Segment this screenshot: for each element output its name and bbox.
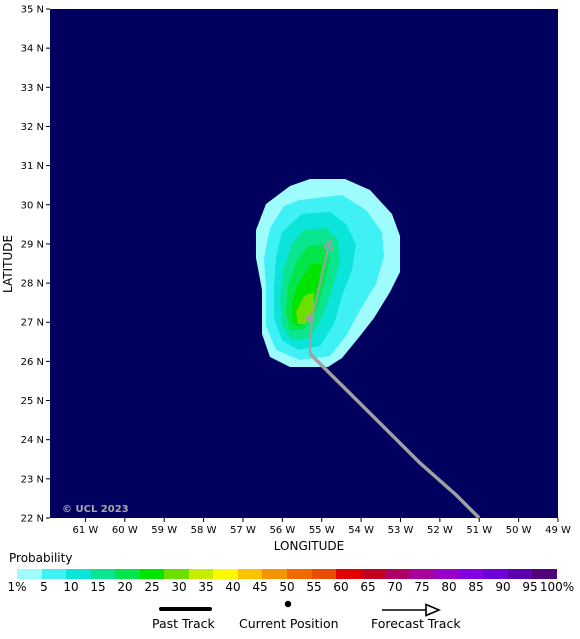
colorbar-label: 5 bbox=[40, 580, 48, 594]
colorbar-label: 75 bbox=[414, 580, 430, 594]
colorbar-segment bbox=[41, 569, 67, 579]
lon-tick-label: 59 W bbox=[151, 525, 177, 536]
colorbar-segment bbox=[532, 569, 558, 579]
colorbar-segment bbox=[287, 569, 312, 579]
lat-tick-label: 35 N bbox=[21, 5, 44, 16]
probability-colorbar bbox=[17, 569, 558, 579]
lat-tick-label: 24 N bbox=[21, 435, 44, 446]
lon-tick-label: 58 W bbox=[191, 525, 217, 536]
current-position-label: Current Position bbox=[239, 616, 339, 631]
colorbar-segment bbox=[17, 569, 42, 579]
colorbar-label: 25 bbox=[144, 580, 160, 594]
colorbar-segment bbox=[336, 569, 361, 579]
lat-tick-label: 29 N bbox=[21, 239, 44, 250]
lat-tick-label: 34 N bbox=[21, 44, 44, 55]
colorbar-segment bbox=[458, 569, 484, 579]
colorbar-label: 40 bbox=[225, 580, 241, 594]
legend-title: Probability bbox=[9, 551, 73, 565]
colorbar-segment bbox=[434, 569, 459, 579]
lon-tick-label: 51 W bbox=[466, 525, 492, 536]
colorbar-label: 95 bbox=[522, 580, 538, 594]
lon-tick-label: 53 W bbox=[388, 525, 414, 536]
colorbar-segment bbox=[311, 569, 337, 579]
lon-tick-label: 50 W bbox=[506, 525, 532, 536]
lat-tick-label: 26 N bbox=[21, 357, 44, 368]
colorbar-segment bbox=[507, 569, 533, 579]
colorbar-label: 70 bbox=[387, 580, 403, 594]
lat-tick-label: 30 N bbox=[21, 200, 44, 211]
colorbar-label: 1% bbox=[7, 580, 27, 594]
x-axis-title: LONGITUDE bbox=[274, 539, 344, 553]
lat-tick-label: 22 N bbox=[21, 514, 44, 525]
colorbar-segment bbox=[360, 569, 386, 579]
longitude-ticks: 61 W 60 W 59 W 58 W 57 W 56 W 55 W 54 W 53 W 52 W… bbox=[73, 518, 571, 536]
lon-tick-label: 55 W bbox=[309, 525, 335, 536]
colorbar-segment bbox=[483, 569, 508, 579]
y-axis-title: LATITUDE bbox=[1, 235, 15, 293]
colorbar-label: 90 bbox=[495, 580, 511, 594]
colorbar-segment bbox=[139, 569, 165, 579]
colorbar-label: 55 bbox=[306, 580, 322, 594]
colorbar-label: 10 bbox=[63, 580, 79, 594]
colorbar-label: 65 bbox=[360, 580, 376, 594]
lat-tick-label: 31 N bbox=[21, 161, 44, 172]
colorbar-segment bbox=[115, 569, 140, 579]
current-position-icon bbox=[284, 600, 292, 608]
lon-tick-label: 49 W bbox=[545, 525, 571, 536]
probability-swath bbox=[256, 179, 400, 367]
colorbar-segment bbox=[213, 569, 238, 579]
colorbar-segment bbox=[409, 569, 435, 579]
lon-tick-label: 52 W bbox=[427, 525, 453, 536]
lat-tick-label: 25 N bbox=[21, 396, 44, 407]
storm-tracks bbox=[305, 242, 481, 520]
past-track-line bbox=[308, 352, 481, 520]
latitude-ticks: 22 N 23 N 24 N 25 N 26 N 27 N 28 N 29 N 30 N 31 N… bbox=[21, 5, 50, 525]
lat-tick-label: 28 N bbox=[21, 279, 44, 290]
colorbar-segment bbox=[164, 569, 189, 579]
colorbar-label: 80 bbox=[441, 580, 457, 594]
colorbar-labels: 1% 5 10 15 20 25 30 35 40 45 50 55 60 65 70 75 80 85 90 95 1… bbox=[0, 580, 580, 596]
copyright-credit: © UCL 2023 bbox=[62, 504, 129, 515]
colorbar-segment bbox=[237, 569, 263, 579]
current-position-marker bbox=[305, 314, 314, 323]
lat-tick-label: 33 N bbox=[21, 83, 44, 94]
colorbar-segment bbox=[262, 569, 288, 579]
past-track-icon bbox=[159, 607, 212, 611]
colorbar-segment bbox=[66, 569, 91, 579]
lon-tick-label: 56 W bbox=[269, 525, 295, 536]
colorbar-label: 50 bbox=[279, 580, 295, 594]
colorbar-label: 20 bbox=[117, 580, 133, 594]
lat-tick-label: 23 N bbox=[21, 474, 44, 485]
colorbar-label: 100% bbox=[539, 580, 575, 594]
lon-tick-label: 60 W bbox=[112, 525, 138, 536]
lat-tick-label: 27 N bbox=[21, 318, 44, 329]
colorbar-label: 30 bbox=[171, 580, 187, 594]
colorbar-label: 15 bbox=[90, 580, 106, 594]
lon-tick-label: 61 W bbox=[73, 525, 99, 536]
colorbar-segment bbox=[90, 569, 116, 579]
lon-tick-label: 54 W bbox=[348, 525, 374, 536]
lat-tick-label: 32 N bbox=[21, 122, 44, 133]
forecast-track-icon bbox=[382, 603, 442, 617]
past-track-label: Past Track bbox=[152, 616, 215, 631]
colorbar-segment bbox=[188, 569, 214, 579]
colorbar-label: 35 bbox=[198, 580, 214, 594]
colorbar-label: 45 bbox=[252, 580, 268, 594]
colorbar-segment bbox=[385, 569, 410, 579]
lon-tick-label: 57 W bbox=[230, 525, 256, 536]
forecast-track-label: Forecast Track bbox=[371, 616, 461, 631]
colorbar-label: 85 bbox=[468, 580, 484, 594]
colorbar-label: 60 bbox=[333, 580, 349, 594]
